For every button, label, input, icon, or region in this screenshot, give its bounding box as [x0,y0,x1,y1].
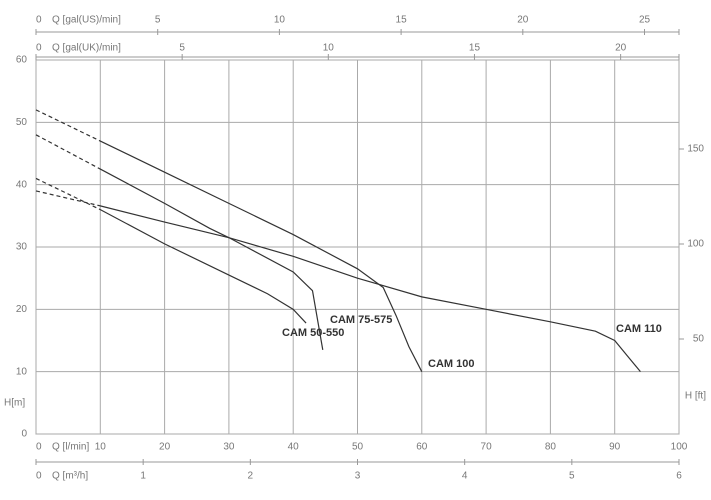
secondary-tick-label: 4 [462,471,468,482]
secondary-tick-label: 3 [355,471,361,482]
secondary-tick-label: 1 [140,471,146,482]
curve-label: CAM 100 [428,358,474,370]
curve-label: CAM 75-575 [330,314,392,326]
x-tick-label: 60 [416,442,428,453]
secondary-tick-label: 5 [179,43,185,54]
secondary-tick-label: 0 [36,15,42,26]
y-tick-label: 50 [16,117,28,128]
curve-label: CAM 110 [616,323,662,335]
curve [35,109,423,372]
y-tick-label: 40 [16,179,28,190]
secondary-tick-label: 15 [469,43,481,54]
secondary-tick-label: 5 [569,471,575,482]
secondary-tick-label: 2 [248,471,254,482]
x-tick-label: 30 [223,442,235,453]
curve [35,190,641,373]
x-tick-label: 50 [352,442,364,453]
secondary-tick-label: 0 [36,471,42,482]
secondary-tick-label: 6 [676,471,682,482]
curve [35,134,324,350]
secondary-tick-label: 20 [615,43,627,54]
x-tick-label: 10 [95,442,107,453]
x-tick-label: 100 [671,442,688,453]
x-axis-label: Q [l/min] [52,442,89,453]
y-axis-label: H[m] [4,398,25,409]
y-tick-label: 60 [16,55,28,66]
secondary-tick-label: 10 [274,15,286,26]
curve [35,177,307,324]
y2-axis-label: H [ft] [685,391,706,402]
secondary-axis-label: Q [m³/h] [52,471,88,482]
y2-tick-label: 50 [693,334,705,345]
x-tick-label: 70 [481,442,493,453]
secondary-tick-label: 15 [396,15,408,26]
secondary-tick-label: 0 [36,43,42,54]
y-tick-label: 20 [16,304,28,315]
secondary-tick-label: 5 [155,15,161,26]
secondary-axis-label: Q [gal(UK)/min] [52,43,121,54]
secondary-tick-label: 25 [639,15,651,26]
secondary-tick-label: 20 [517,15,529,26]
y-tick-label: 30 [16,242,28,253]
y-tick-label: 10 [16,366,28,377]
y2-tick-label: 150 [687,144,704,155]
y2-tick-label: 100 [687,239,704,250]
curve-label: CAM 50-550 [282,327,344,339]
x-tick-label: 0 [36,442,42,453]
x-tick-label: 80 [545,442,557,453]
y-tick-label: 0 [21,429,27,440]
x-tick-label: 20 [159,442,171,453]
secondary-axis-label: Q [gal(US)/min] [52,15,121,26]
secondary-tick-label: 10 [323,43,335,54]
x-tick-label: 40 [288,442,300,453]
x-tick-label: 90 [609,442,621,453]
